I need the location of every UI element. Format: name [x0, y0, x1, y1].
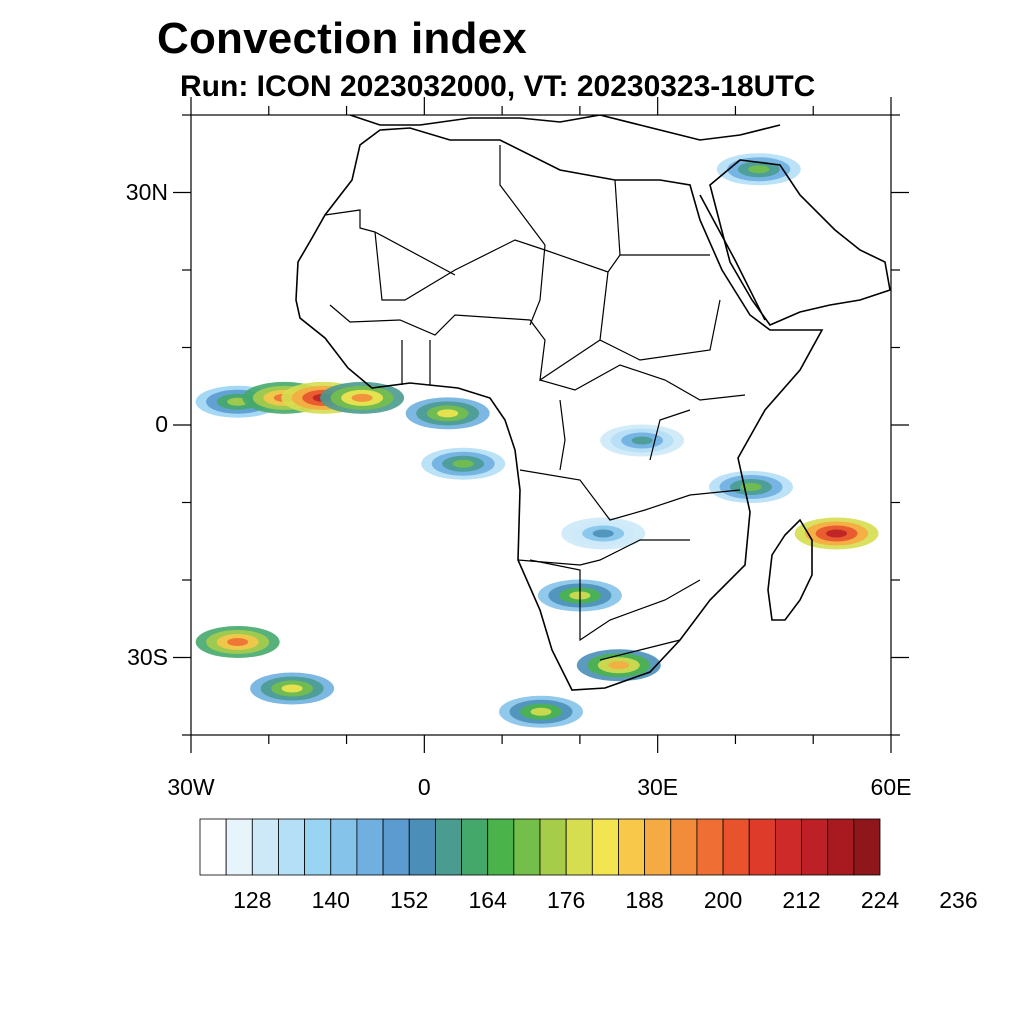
border [649, 409, 691, 461]
border [519, 469, 741, 521]
border [529, 244, 546, 326]
colorbar-tick-label: 212 [782, 887, 821, 913]
africa-coastline [295, 127, 824, 691]
convection-cell [794, 517, 879, 550]
europe-coastline [349, 115, 781, 141]
madagascar-coastline [767, 518, 813, 621]
colorbar-swatch [408, 818, 436, 876]
convection-contour [608, 661, 630, 670]
convection-cell [405, 397, 490, 430]
coastlines [295, 115, 891, 691]
colorbar-swatch [278, 818, 306, 876]
colorbar-swatch [382, 818, 410, 876]
colorbar-swatch [330, 818, 358, 876]
convection-cell [600, 424, 685, 457]
border [499, 145, 546, 246]
border [529, 559, 701, 642]
border [599, 639, 681, 661]
colorbar-swatch [487, 818, 515, 876]
convection-field [195, 153, 879, 728]
colorbar-tick-label: 152 [390, 887, 429, 913]
colorbar-swatch [565, 818, 593, 876]
colorbar-tick-label: 188 [625, 887, 664, 913]
convection-cell [709, 471, 793, 503]
border [614, 179, 621, 256]
border [539, 364, 746, 401]
convection-contour [631, 436, 653, 445]
lat-tick-label: 0 [155, 411, 168, 437]
lon-tick-label: 30W [167, 774, 215, 800]
convection-cell [561, 517, 646, 550]
colorbar-swatch [670, 818, 698, 876]
border [374, 231, 456, 276]
convection-cell [250, 672, 335, 705]
colorbar-swatch [644, 818, 672, 876]
convection-cell [499, 695, 583, 728]
colorbar-swatch [774, 818, 802, 876]
colorbar-swatch [722, 818, 750, 876]
colorbar-swatch [513, 818, 541, 876]
chart-subtitle: Run: ICON 2023032000, VT: 20230323-18UTC [180, 70, 816, 103]
colorbar-swatch [225, 818, 253, 876]
colorbar-tick-label: 224 [860, 887, 900, 913]
colorbar-swatch [199, 818, 227, 876]
colorbar-tick-label: 164 [468, 887, 507, 913]
convection-contour [351, 393, 373, 402]
colorbar-tick-label: 176 [546, 887, 586, 913]
colorbar-swatch [251, 818, 279, 876]
border [559, 399, 566, 471]
colorbar-swatch [696, 818, 724, 876]
colorbar-swatch [356, 818, 384, 876]
lon-tick-label: 60E [870, 774, 912, 800]
map-frame [190, 114, 892, 736]
colorbar-tick-label: 200 [703, 887, 743, 913]
colorbar-swatch [591, 818, 619, 876]
country-borders [324, 145, 746, 661]
arabia-coastline [709, 159, 891, 326]
lon-tick-label: 30E [637, 774, 679, 800]
convection-contour [227, 638, 249, 646]
convection-contour [748, 165, 770, 174]
chart-title: Convection index [157, 14, 527, 63]
colorbar-tick-label: 236 [939, 887, 978, 913]
convection-contour [740, 483, 762, 491]
convection-contour [281, 684, 303, 693]
axis-ticks [173, 97, 909, 753]
border [329, 304, 601, 382]
colorbar-tick-label: 140 [311, 887, 350, 913]
colorbar-swatch [801, 818, 829, 876]
colorbar-swatch [748, 818, 776, 876]
red-sea [699, 194, 766, 321]
colorbar-swatch [618, 818, 646, 876]
border [599, 271, 721, 361]
lon-tick-label: 0 [417, 774, 431, 800]
colorbar-swatch [853, 818, 881, 876]
lat-tick-label: 30N [125, 178, 168, 205]
colorbar-swatch [461, 818, 489, 876]
convection-cell [195, 626, 280, 658]
convection-cell [421, 447, 506, 480]
lat-tick-label: 30S [127, 643, 168, 670]
colorbar [199, 818, 881, 876]
colorbar-swatch [539, 818, 567, 876]
colorbar-swatch [304, 818, 332, 876]
convection-contour [592, 529, 614, 538]
convection-contour [437, 409, 459, 418]
convection-cell [320, 381, 405, 414]
colorbar-swatch [434, 818, 462, 876]
border [324, 209, 710, 301]
colorbar-tick-label: 128 [233, 887, 272, 913]
colorbar-swatch [827, 818, 855, 876]
border [517, 539, 690, 566]
convection-contour [530, 707, 552, 716]
convection-contour [452, 459, 474, 468]
convection-cell [576, 649, 661, 682]
convection-contour [826, 529, 848, 538]
